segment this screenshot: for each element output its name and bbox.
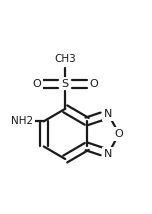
Text: O: O <box>115 129 123 139</box>
Text: O: O <box>32 79 41 89</box>
Text: O: O <box>90 79 98 89</box>
Text: N: N <box>104 149 112 159</box>
Text: S: S <box>62 79 69 89</box>
Text: CH3: CH3 <box>54 54 76 64</box>
Text: N: N <box>104 109 112 119</box>
Text: NH2: NH2 <box>11 116 33 126</box>
